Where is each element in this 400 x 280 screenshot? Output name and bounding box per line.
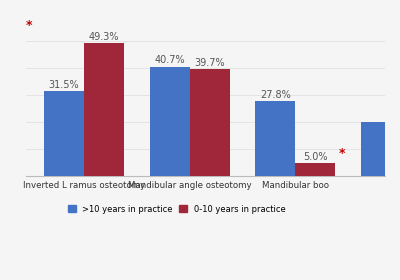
Text: 5.0%: 5.0% [303,152,328,162]
Bar [84,43,124,176]
Bar [255,101,295,176]
Text: *: * [338,147,345,160]
Bar [295,163,335,176]
Legend: >10 years in practice, 0-10 years in practice: >10 years in practice, 0-10 years in pra… [65,201,289,217]
Text: 31.5%: 31.5% [49,80,79,90]
Bar [361,122,400,176]
Bar [44,91,84,176]
Text: 39.7%: 39.7% [194,58,225,68]
Text: 49.3%: 49.3% [89,32,119,42]
Bar [150,67,190,176]
Text: 27.8%: 27.8% [260,90,290,100]
Text: 40.7%: 40.7% [154,55,185,65]
Text: *: * [26,19,32,32]
Bar [190,69,230,176]
